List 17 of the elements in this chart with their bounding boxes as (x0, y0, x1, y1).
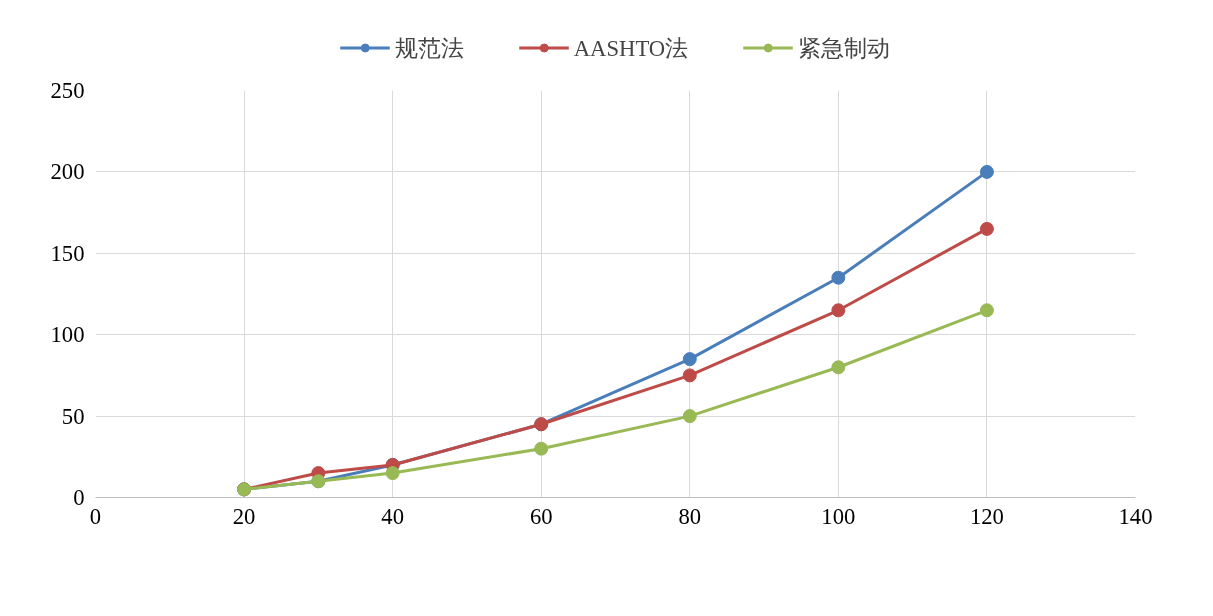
y-tick-label: 50 (61, 403, 85, 429)
legend-label: AASHTO法 (573, 34, 689, 62)
x-tick-label: 20 (232, 503, 256, 529)
x-tick-label: 40 (381, 503, 404, 529)
x-tick-label: 120 (969, 503, 1004, 529)
y-tick-label: 250 (50, 78, 85, 103)
x-tick-label: 0 (89, 503, 102, 529)
x-tick-label: 100 (821, 503, 856, 529)
y-tick-label: 150 (50, 240, 85, 266)
y-tick-label: 200 (50, 159, 85, 185)
x-tick-label: 60 (529, 503, 553, 529)
x-tick-label: 80 (678, 503, 702, 529)
x-tick-label: 140 (1118, 503, 1153, 529)
legend-label: 紧急制动 (798, 34, 891, 62)
y-tick-label: 100 (50, 322, 85, 348)
legend-label: 规范法 (394, 34, 464, 62)
y-tick-label: 0 (73, 485, 85, 510)
